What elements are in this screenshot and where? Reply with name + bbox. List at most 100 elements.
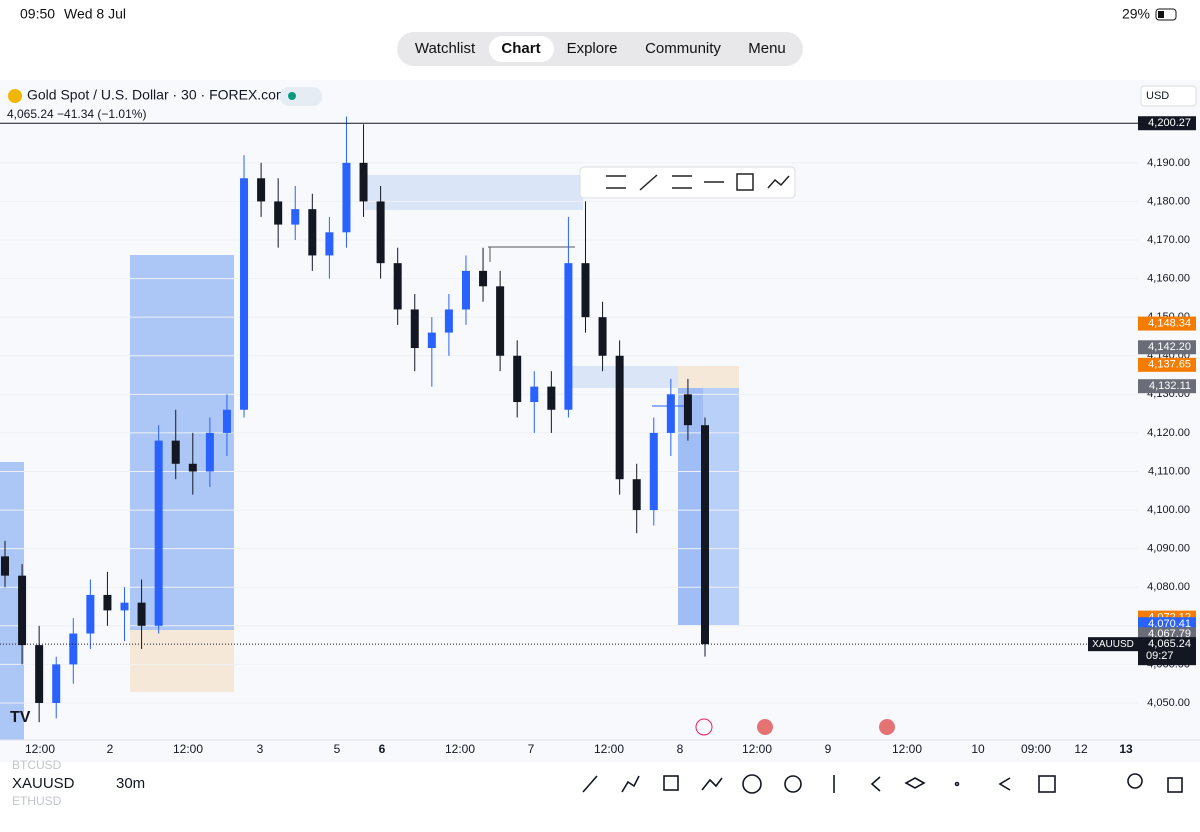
candle-body: [444, 309, 453, 333]
tool-icon[interactable]: [736, 173, 754, 191]
toolbar-icon[interactable]: [954, 781, 960, 787]
y-tick-label: 4,090.00: [1147, 543, 1190, 555]
x-tick-label: 12: [1074, 742, 1088, 756]
symbol-icon: [8, 89, 22, 103]
toolbar-icon[interactable]: [701, 777, 723, 791]
demand-zone: [570, 366, 680, 388]
long-position-target: [130, 255, 234, 630]
y-tick-label: 4,050.00: [1147, 697, 1190, 709]
x-tick-label: 8: [677, 742, 684, 756]
tool-icon[interactable]: [767, 175, 790, 189]
toolbar-icon[interactable]: [998, 777, 1011, 791]
candle-body: [137, 602, 146, 626]
candle-body: [325, 232, 334, 256]
candle-body: [308, 209, 317, 256]
currency-select[interactable]: [1140, 85, 1197, 107]
x-tick-label: 12:00: [173, 742, 203, 756]
candle-body: [564, 263, 573, 410]
nav-item[interactable]: Watchlist: [415, 40, 476, 57]
candle-body: [205, 432, 214, 472]
footer-symbol[interactable]: XAUUSD: [12, 775, 75, 792]
nav-item[interactable]: Chart: [501, 40, 540, 57]
y-tick-label: 4,080.00: [1147, 581, 1190, 593]
toolbar-icon[interactable]: [742, 774, 762, 794]
candle-body: [188, 463, 197, 472]
x-tick-label: 12:00: [445, 742, 475, 756]
candle-body: [701, 425, 709, 645]
tool-icon[interactable]: [639, 174, 658, 191]
toolbar-icon[interactable]: [904, 777, 926, 789]
drawing-toolbar: [579, 166, 796, 199]
candle-body: [274, 201, 283, 225]
price-label-bg: [1138, 116, 1196, 131]
toolbar-icon[interactable]: [582, 775, 598, 793]
candle-body: [530, 386, 539, 403]
candle-body: [35, 645, 44, 703]
toolbar-icon[interactable]: [1167, 777, 1183, 793]
candle-body: [410, 309, 419, 349]
supply-zone: [365, 175, 583, 210]
candle-body: [547, 386, 556, 410]
toolbar-icon[interactable]: [870, 776, 881, 792]
nav-active: [489, 36, 554, 62]
quote: 4,065.24 −41.34 (−1.01%): [7, 107, 146, 121]
candle-body: [581, 263, 590, 318]
symbol-tag-bg: [1088, 637, 1138, 652]
toolbar-icon[interactable]: [784, 775, 802, 793]
status-badge: [280, 87, 322, 106]
candle-body: [171, 440, 180, 464]
y-tick-label: 4,120.00: [1147, 427, 1190, 439]
candle-body: [393, 263, 402, 310]
price-label-bg: [1138, 316, 1196, 331]
toolbar-icon[interactable]: [621, 775, 640, 793]
logo: TV: [10, 709, 31, 726]
watch-item[interactable]: ETHUSD: [12, 794, 62, 808]
status-time: 09:50: [20, 6, 55, 22]
footer-interval[interactable]: 30m: [116, 775, 145, 792]
toolbar-icon[interactable]: [663, 775, 679, 791]
price-label: 4,065.24: [1148, 638, 1191, 650]
candle-body: [257, 178, 266, 202]
price-label-bg: [1138, 340, 1196, 355]
x-tick-label: 5: [334, 742, 341, 756]
nav-item[interactable]: Explore: [567, 40, 618, 57]
symbol-title[interactable]: Gold Spot / U.S. Dollar · 30 · FOREX.com: [27, 87, 288, 103]
candle-body: [154, 440, 163, 626]
candle-body: [342, 162, 351, 233]
y-tick-label: 4,180.00: [1147, 195, 1190, 207]
status-battery: 29%: [1122, 6, 1150, 22]
price-label: 4,070.41: [1148, 618, 1191, 630]
event-flag[interactable]: [757, 719, 773, 735]
candle-body: [683, 394, 692, 426]
candle-body: [359, 162, 368, 202]
x-tick-label: 10: [971, 742, 985, 756]
short-position-stop: [678, 366, 739, 388]
event-flag[interactable]: [879, 719, 895, 735]
battery-icon: [1155, 8, 1177, 21]
price-label: 4,137.65: [1148, 359, 1191, 371]
x-tick-label: 13: [1119, 742, 1133, 756]
toolbar-icon[interactable]: [1127, 773, 1143, 789]
price-label-bg: [1138, 357, 1196, 372]
x-tick-label: 12:00: [25, 742, 55, 756]
toolbar-icon[interactable]: [1038, 775, 1056, 793]
x-tick-label: 3: [257, 742, 264, 756]
price-label: 4,148.34: [1148, 317, 1191, 329]
candle-body: [615, 355, 624, 480]
currency: USD: [1146, 90, 1169, 102]
countdown: 09:27: [1146, 650, 1174, 662]
candle-body: [18, 575, 27, 646]
y-tick-label: 4,110.00: [1148, 465, 1190, 477]
symbol-tag: XAUUSD: [1092, 639, 1134, 650]
event-icon[interactable]: [695, 718, 713, 736]
x-tick-label: 12:00: [594, 742, 624, 756]
nav-item[interactable]: Community: [645, 40, 721, 57]
watch-item[interactable]: BTCUSD: [12, 758, 62, 772]
price-label: 4,142.20: [1148, 341, 1191, 353]
nav-item[interactable]: Menu: [748, 40, 786, 57]
candle-body: [427, 332, 436, 349]
y-tick-label: 4,160.00: [1147, 272, 1190, 284]
candle-body: [52, 664, 61, 703]
battery-level: [1158, 11, 1164, 18]
